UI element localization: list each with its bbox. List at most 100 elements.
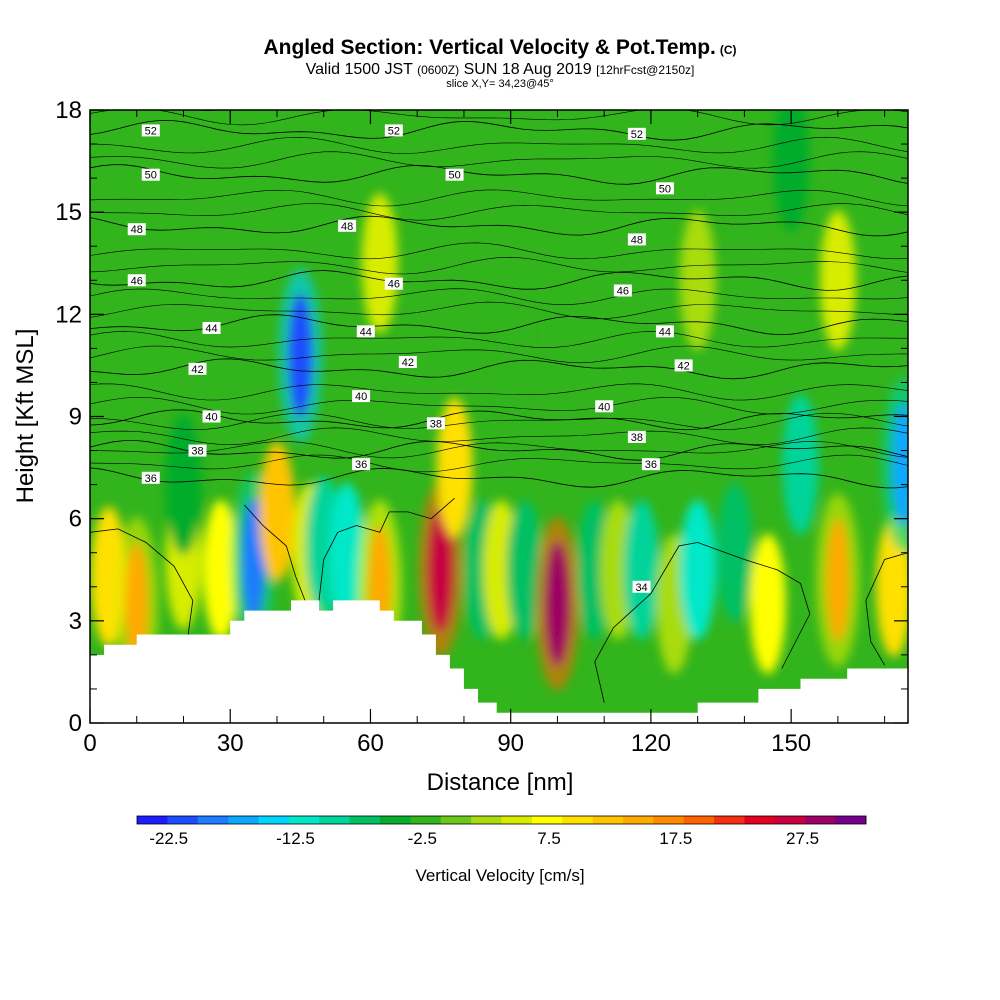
- contour-label: 36: [641, 458, 660, 471]
- plot-area: 52 52 52 50 50 50 48 48 48 46 46 46 44 44 44 42 42 42 40 40…: [90, 110, 908, 723]
- theta-contour-38: [90, 440, 908, 461]
- contour-label-text: 42: [191, 364, 203, 376]
- contour-label: 50: [445, 168, 464, 182]
- velocity-cell: [679, 210, 716, 351]
- theta-contour-minor: [90, 242, 908, 260]
- contour-label-text: 34: [635, 582, 647, 594]
- colorbar-swatch: [683, 816, 715, 824]
- contour-label-text: 46: [388, 279, 400, 291]
- theta-contour-minor: [90, 383, 908, 401]
- slice-info: slice X,Y= 34,23@45°: [446, 78, 554, 90]
- contour-label-text: 50: [145, 170, 157, 182]
- velocity-cell: [717, 482, 754, 623]
- contour-label-bg: [352, 458, 371, 471]
- contour-label-text: 48: [341, 221, 353, 233]
- contour-label: 36: [141, 471, 160, 485]
- contour-label-bg: [141, 471, 160, 484]
- velocity-cell: [202, 499, 239, 640]
- contour-label: 44: [202, 321, 221, 335]
- y-tick-label: 6: [69, 506, 82, 533]
- contour-label: 52: [384, 124, 403, 137]
- contour-label-bg: [655, 182, 674, 195]
- contour-label: 48: [127, 223, 146, 236]
- velocity-cell: [165, 414, 202, 555]
- theta-contour-34: [90, 528, 194, 635]
- contour-label-text: 38: [430, 418, 442, 430]
- contour-label-text: 44: [360, 326, 372, 338]
- colorbar-swatch: [380, 816, 411, 824]
- theta-contour-minor: [90, 189, 908, 207]
- contour-label-bg: [356, 325, 375, 338]
- theta-contour-46: [90, 270, 908, 291]
- contour-label: 48: [338, 219, 357, 233]
- colorbar-frame: [136, 815, 867, 825]
- contour-label-text: 48: [131, 224, 143, 236]
- contour-label: 46: [384, 277, 403, 291]
- velocity-cell: [361, 193, 398, 334]
- theta-contour-minor: [90, 441, 908, 459]
- contour-label-bg: [188, 444, 207, 457]
- contour-label: 38: [188, 444, 207, 458]
- contour-label-bg: [352, 390, 371, 403]
- contour-label-text: 44: [659, 326, 671, 338]
- contour-label-bg: [398, 356, 417, 369]
- colorbar: -22.5 -12.5 -2.5 7.5 17.5 27.5: [136, 815, 867, 848]
- contour-label-bg: [595, 400, 614, 413]
- velocity-cell: [679, 499, 716, 640]
- theta-contour-48: [90, 215, 908, 237]
- y-tick-label: 15: [55, 199, 82, 226]
- colorbar-swatch: [319, 816, 351, 824]
- y-tick-label: 0: [69, 710, 82, 737]
- contour-label-bg: [627, 430, 646, 443]
- theta-contour-34: [865, 552, 908, 666]
- contour-label-text: 44: [205, 323, 217, 335]
- contour-label: 38: [627, 430, 646, 444]
- chart-valid-line: Valid 1500 JST (0600Z) SUN 18 Aug 2019 […: [0, 62, 1000, 78]
- y-axis-label: Height [Kft MSL]: [12, 329, 39, 504]
- colorbar-swatch: [197, 816, 229, 824]
- velocity-cell: [288, 293, 313, 418]
- contour-label-text: 40: [598, 401, 610, 413]
- theta-contour-minor: [90, 288, 908, 305]
- contour-label-bg: [445, 168, 464, 181]
- x-axis-label: Distance [nm]: [427, 769, 574, 796]
- velocity-cell: [773, 110, 810, 232]
- theta-contour-42: [90, 358, 908, 380]
- velocity-cell: [623, 499, 660, 640]
- theta-contour-52: [90, 119, 908, 141]
- chart-title: Angled Section: Vertical Velocity & Pot.…: [0, 36, 1000, 62]
- colorbar-swatch: [623, 816, 654, 824]
- x-tick-label: 120: [631, 730, 671, 757]
- contour-label-bg: [627, 127, 646, 140]
- velocity-cell: [825, 517, 850, 642]
- contour-label-text: 52: [388, 125, 400, 137]
- contour-label-text: 38: [631, 432, 643, 444]
- x-tick-label: 150: [771, 730, 811, 757]
- contour-label-text: 38: [191, 446, 203, 458]
- theta-contour-minor: [90, 412, 908, 431]
- colorbar-tick-label: -22.5: [149, 829, 188, 848]
- contour-label: 40: [595, 400, 614, 413]
- y-tick-label: 18: [55, 97, 82, 124]
- contour-label-bg: [141, 124, 160, 137]
- contour-label-text: 48: [631, 234, 643, 246]
- contour-label-bg: [674, 359, 693, 372]
- contour-label-bg: [641, 458, 660, 471]
- contour-label: 42: [398, 356, 417, 369]
- contour-label-bg: [202, 410, 221, 423]
- colorbar-swatch: [501, 816, 533, 824]
- contour-label-text: 36: [645, 459, 657, 471]
- velocity-cell: [782, 394, 819, 535]
- theta-contour-minor: [90, 331, 908, 349]
- colorbar-swatch: [592, 816, 624, 824]
- colorbar-swatch: [471, 816, 502, 824]
- contour-label-bg: [127, 274, 146, 287]
- theta-contour-minor: [192, 110, 752, 111]
- contour-label-bg: [632, 580, 651, 593]
- contour-label-bg: [202, 321, 221, 334]
- contour-label-bg: [627, 233, 646, 246]
- colorbar-swatch: [714, 816, 745, 824]
- colorbar-label: Vertical Velocity [cm/s]: [415, 866, 584, 885]
